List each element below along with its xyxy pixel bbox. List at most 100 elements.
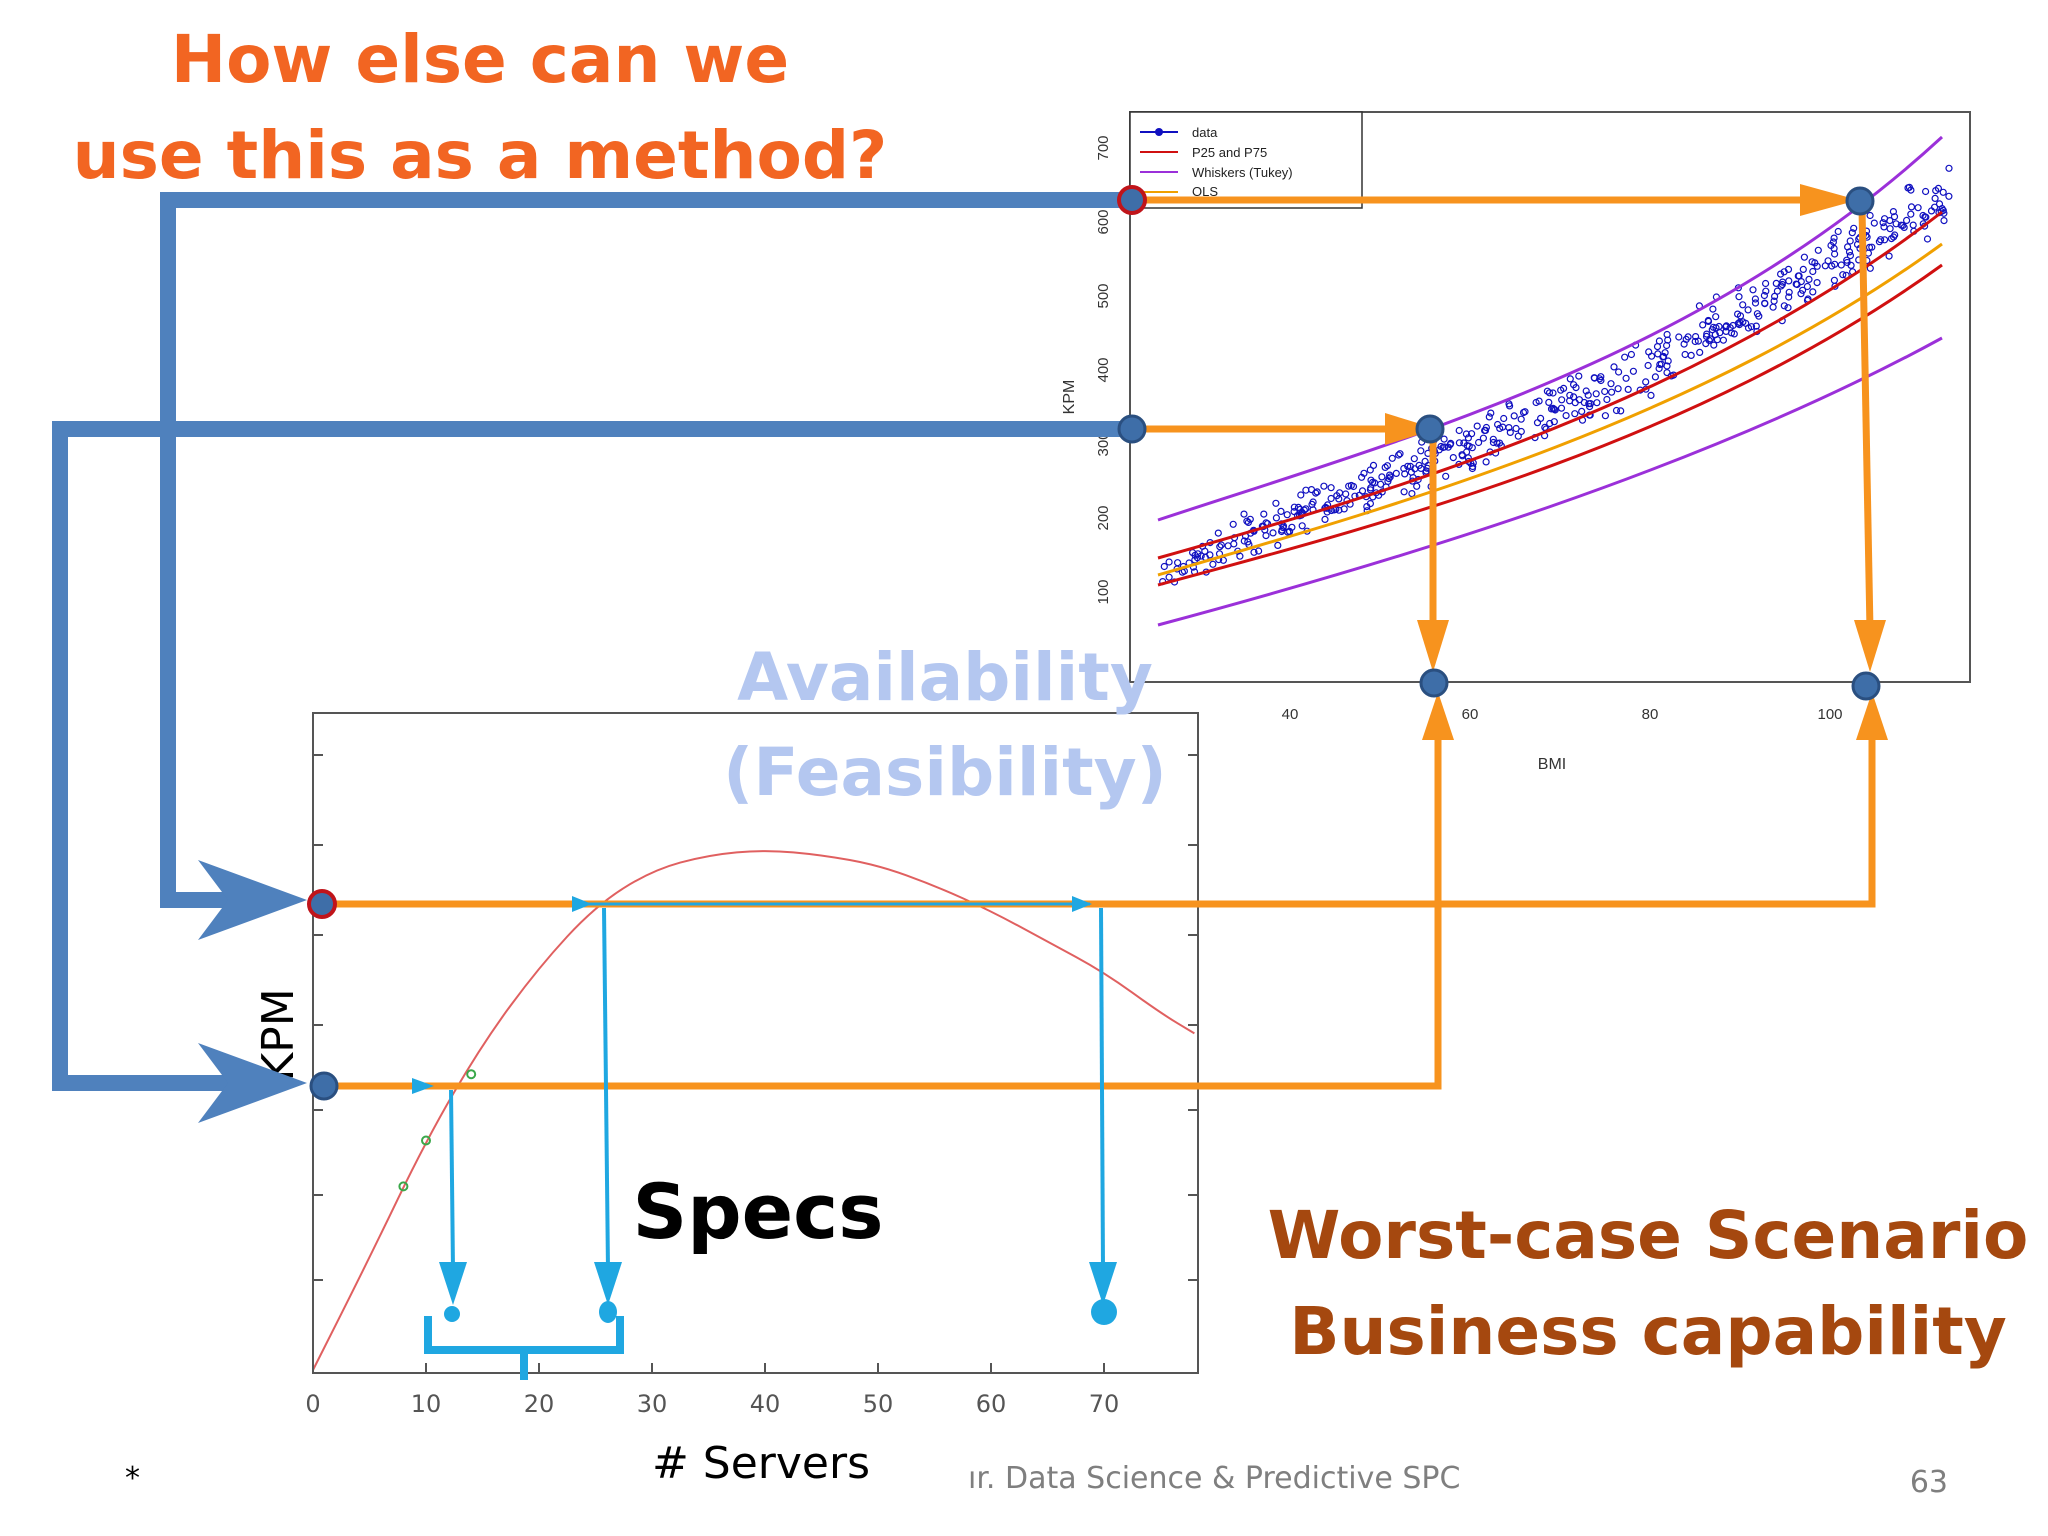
scatter-point [1798, 286, 1807, 294]
legend-label-p25-p75: P25 and P75 [1192, 145, 1267, 160]
scatter-data-points [1159, 164, 1953, 586]
orange-arrowhead-left-up [1422, 692, 1454, 740]
cyan-arrowhead-h3 [412, 1078, 434, 1094]
scatter-point [1702, 340, 1710, 348]
scatter-point [1831, 260, 1839, 268]
scatter-point [1843, 243, 1852, 251]
scatter-point [1320, 482, 1328, 490]
scatter-point [1830, 250, 1839, 258]
scatter-point [1482, 423, 1491, 432]
scatter-point [1400, 488, 1408, 496]
scatter-point [1193, 554, 1202, 562]
scatter-point [1784, 265, 1793, 273]
scatter-point [1829, 238, 1838, 246]
scatter-point [1569, 381, 1578, 389]
scatter-point [1848, 229, 1856, 237]
scatter-point [1584, 391, 1592, 399]
scatter-point [1240, 510, 1248, 518]
scatter-point [1785, 293, 1793, 301]
scatter-point [1473, 422, 1481, 430]
scatter-point [1868, 243, 1876, 251]
scatter-point [1297, 491, 1305, 499]
scatter-point [1803, 282, 1812, 291]
scatter-point [1907, 210, 1915, 218]
scatter-point [1751, 299, 1760, 307]
scatter-point [1517, 415, 1525, 423]
scatter-point [1367, 484, 1375, 492]
orange-arrowhead-right-down [1854, 620, 1886, 672]
scatter-point [1907, 203, 1916, 211]
scatter-point [1939, 188, 1947, 196]
scatter-point [1907, 186, 1915, 194]
scatter-point [1805, 275, 1813, 283]
scatter-point [1749, 286, 1757, 294]
scatter-point [1288, 523, 1296, 531]
scatter-point [1931, 194, 1939, 202]
scatter-legend: data P25 and P75 Whiskers (Tukey) OLS [1129, 111, 1363, 209]
scatter-point [1735, 293, 1743, 301]
scatter-point [1521, 408, 1529, 416]
scatter-point [1582, 387, 1590, 395]
scatter-point [1447, 439, 1455, 447]
scatter-point [1590, 374, 1599, 382]
scatter-point [1545, 398, 1553, 406]
line-x-axis-label: # Servers [652, 1438, 870, 1489]
scatter-point [1659, 353, 1667, 361]
scatter-point [1809, 288, 1817, 296]
scatter-point [1880, 236, 1889, 244]
scatter-point [1514, 432, 1522, 440]
availability-label-line1: Availability [737, 639, 1153, 716]
scatter-point [1846, 252, 1855, 260]
scatter-point [1493, 439, 1501, 447]
scatter-point [1778, 280, 1786, 289]
scatter-point [1474, 438, 1483, 447]
scatter-x-tick-100: 100 [1817, 706, 1842, 723]
scatter-point [1298, 522, 1306, 530]
scatter-point [1900, 223, 1908, 231]
blue-connectors [52, 192, 1132, 1123]
orange-line-lower-lower [323, 730, 1442, 1090]
cyan-dot-1 [444, 1306, 460, 1322]
scatter-point [1870, 219, 1878, 227]
servers-kpm-curve [312, 850, 1195, 1371]
scatter-point [1592, 390, 1600, 398]
scatter-point [1760, 291, 1769, 300]
footer-asterisk: * [125, 1461, 140, 1496]
scatter-point [1712, 313, 1720, 321]
curve-marked-point [421, 1135, 431, 1146]
line-chart-tick-marks [313, 754, 1198, 1281]
scatter-point [1704, 317, 1713, 325]
scatter-point [1614, 368, 1623, 376]
scatter-y-tick-500: 500 [1095, 283, 1112, 308]
scatter-point [1662, 341, 1671, 350]
scatter-point [1830, 234, 1838, 242]
scatter-point [1376, 480, 1385, 488]
scatter-point [1479, 434, 1488, 442]
orange-arrowhead-mid [1385, 413, 1437, 445]
scatter-point [1369, 461, 1378, 469]
scatter-point [1657, 360, 1666, 368]
scatter-point [1194, 550, 1202, 558]
scatter-point [1627, 350, 1636, 359]
scatter-point [1821, 262, 1829, 270]
scatter-point [1467, 430, 1476, 438]
scatter-point [1699, 321, 1707, 329]
orange-arrowhead-left-down [1417, 620, 1449, 672]
scatter-point [1532, 398, 1540, 407]
scatter-point [1607, 380, 1615, 388]
scatter-point [1742, 319, 1750, 327]
scatter-point [1839, 271, 1847, 279]
scatter-point [1401, 470, 1409, 478]
scatter-point [1837, 261, 1845, 269]
scatter-point [1876, 236, 1885, 244]
scatter-point [1644, 361, 1652, 370]
scatter-point [1719, 336, 1728, 344]
node-scatter-upper-start [1117, 185, 1147, 215]
scatter-point [1417, 447, 1425, 455]
scatter-point [1396, 450, 1404, 458]
scatter-point [1413, 482, 1421, 490]
scatter-point [1214, 529, 1222, 537]
scatter-point [1533, 419, 1542, 427]
scatter-point [1489, 438, 1498, 447]
node-line-lower [309, 1071, 339, 1101]
